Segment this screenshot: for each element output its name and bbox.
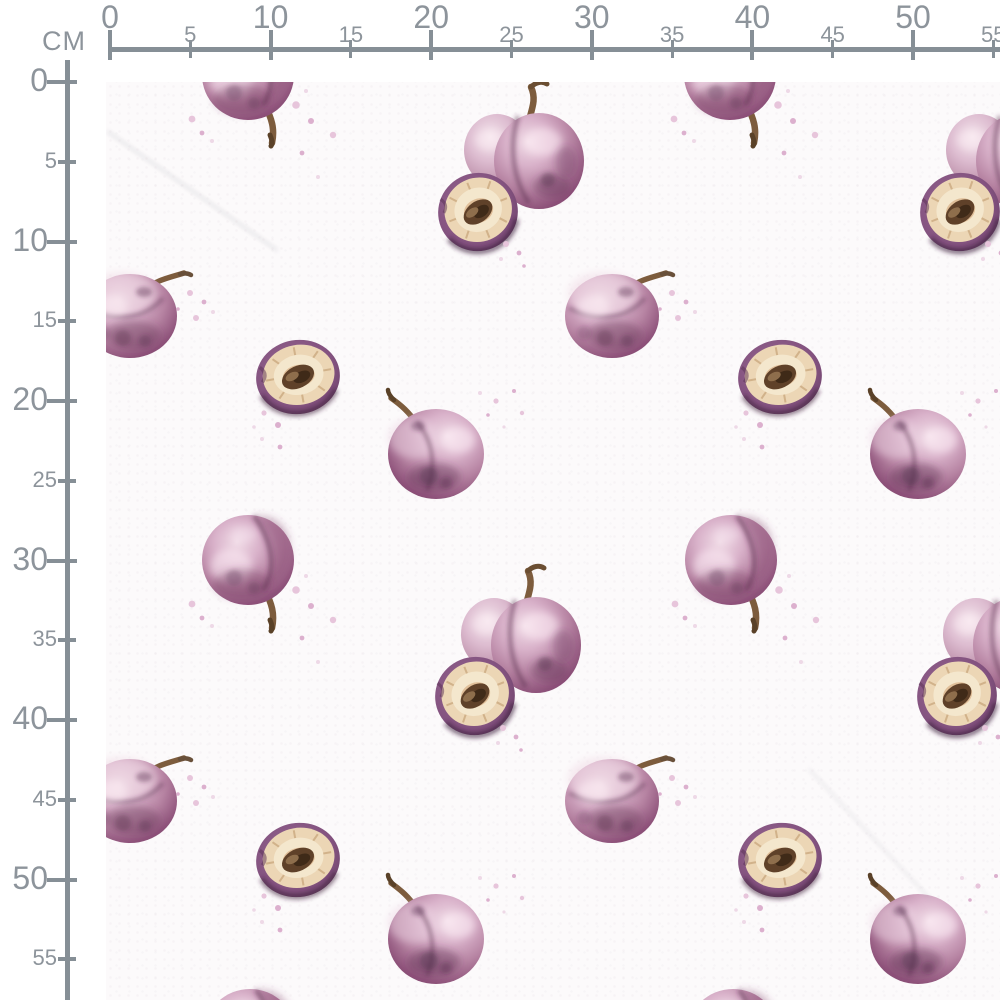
ruler-tick-top — [510, 40, 513, 58]
motif-plum-stem-upleft — [870, 874, 1000, 984]
ruler-tick-left — [58, 159, 76, 164]
ruler-tick-left — [47, 239, 77, 244]
ruler-tick-top — [349, 40, 353, 58]
ruler-tick-label-top: 35 — [659, 22, 685, 47]
motif-plum-stem-down — [674, 989, 822, 1000]
ruler-tick-left — [47, 80, 77, 84]
ruler-tick-left — [47, 399, 77, 403]
motif-pair-with-half — [908, 82, 1000, 267]
ruler-tick-label-top: 50 — [895, 0, 931, 35]
ruler-tick-top — [991, 40, 995, 58]
ruler-tick-label-top: 45 — [820, 22, 845, 47]
ruler-tick-left — [58, 478, 76, 483]
motif-half-cut — [250, 816, 346, 932]
motif-plum-stem-upleft — [870, 389, 1000, 499]
ruler-tick-top — [268, 30, 273, 60]
ruler-tick-top — [831, 40, 835, 58]
fabric-pattern-swatch — [106, 82, 1000, 1000]
ruler-tick-left — [47, 718, 77, 722]
motif-plum-stem-down — [189, 82, 337, 179]
ruler-tick-label-left: 50 — [12, 859, 48, 896]
motif-pair-with-half — [423, 566, 581, 751]
ruler-tick-label-top: 20 — [413, 0, 449, 35]
motif-pair-with-half — [905, 566, 1000, 751]
ruler-tick-label-left: 20 — [12, 381, 48, 417]
ruler-tick-left — [58, 957, 76, 962]
ruler-top-line — [108, 47, 1000, 52]
motif-half-cut — [250, 333, 346, 449]
ruler-tick-label-top: 15 — [338, 22, 364, 47]
ruler-tick-label-top: 55 — [981, 22, 1000, 47]
ruler-tick-top — [188, 40, 192, 58]
ruler-tick-top — [750, 30, 755, 60]
ruler-tick-left — [47, 558, 77, 563]
ruler-tick-left — [47, 877, 77, 882]
ruler-tick-left — [58, 638, 76, 643]
ruler-tick-label-left: 10 — [12, 221, 48, 258]
ruler-tick-label-top: 5 — [184, 22, 197, 47]
ruler-tick-top — [911, 30, 915, 60]
ruler-tick-label-left: 30 — [12, 540, 48, 577]
ruler-tick-label-top: 25 — [499, 22, 524, 47]
ruler-tick-label-left: 5 — [44, 147, 57, 173]
ruler-tick-label-top: 30 — [574, 0, 610, 35]
ruler-tick-label-top: 0 — [101, 0, 119, 35]
motif-plum-stem-down — [191, 989, 339, 1000]
ruler-tick-top — [108, 30, 112, 60]
ruler-tick-left — [58, 797, 76, 802]
ruler-tick-label-left: 40 — [12, 700, 48, 736]
motif-half-cut — [732, 816, 828, 932]
motif-plum-stem-upleft — [388, 874, 524, 984]
ruler-tick-label-left: 15 — [32, 307, 57, 333]
motif-plum-stem-upleft — [388, 389, 524, 499]
motif-plum-stem-up — [106, 272, 215, 358]
ruler-tick-label-left: 25 — [32, 466, 57, 492]
ruler-tick-top — [429, 30, 434, 60]
motif-plum-stem-up — [565, 757, 697, 843]
ruler-tick-label-top: 10 — [252, 0, 289, 35]
motif-plum-stem-down — [189, 515, 337, 664]
motif-plum-stem-down — [671, 82, 819, 179]
plum-pattern-svg — [106, 82, 1000, 1000]
motif-plum-stem-up — [106, 757, 215, 843]
motif-plum-stem-down — [672, 515, 820, 664]
ruler-unit-label: CM — [42, 26, 86, 56]
motif-half-cut — [732, 333, 828, 449]
ruler-tick-label-left: 0 — [30, 62, 48, 98]
ruler-tick-left — [58, 319, 76, 324]
ruler-tick-label-left: 55 — [32, 945, 57, 971]
ruler-tick-top — [670, 40, 674, 58]
motif-pair-with-half — [426, 82, 584, 267]
ruler-tick-label-left: 45 — [32, 785, 57, 811]
motif-plum-stem-up — [565, 272, 697, 358]
ruler-tick-top — [589, 30, 594, 60]
ruler-tick-label-top: 40 — [734, 0, 771, 35]
ruler-tick-label-left: 35 — [32, 626, 57, 652]
ruler-left-line — [65, 60, 70, 1000]
